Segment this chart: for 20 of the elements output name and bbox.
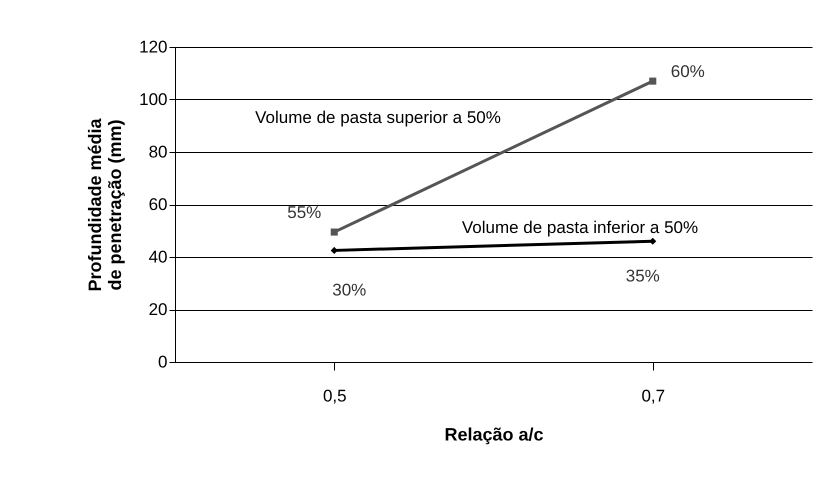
annotation: 60% (670, 62, 705, 82)
y-tick-label: 0 (158, 352, 168, 372)
y-tick-label: 100 (139, 90, 168, 109)
y-tick-label: 40 (148, 248, 168, 266)
y-tick-label: 80 (148, 142, 168, 162)
point (649, 78, 656, 85)
point (330, 246, 338, 254)
annotation: 30% (332, 280, 366, 300)
annotation: 55% (287, 203, 322, 222)
annotation: 35% (626, 266, 660, 286)
y-tick-label: 120 (139, 38, 168, 56)
y-tick-label: 60 (148, 195, 168, 214)
x-axis-title: Relação a/c (444, 424, 544, 444)
series-label: Volume de pasta inferior a 50% (462, 218, 698, 237)
x-tick-label: 0,7 (641, 386, 666, 406)
y-axis-title: Profundidade média de penetração (mm) (85, 118, 126, 292)
x-tick-label: 0,5 (322, 386, 347, 406)
y-tick-label: 20 (148, 300, 168, 319)
point (330, 228, 338, 236)
series-label: Volume de pasta superior a 50% (255, 108, 501, 127)
